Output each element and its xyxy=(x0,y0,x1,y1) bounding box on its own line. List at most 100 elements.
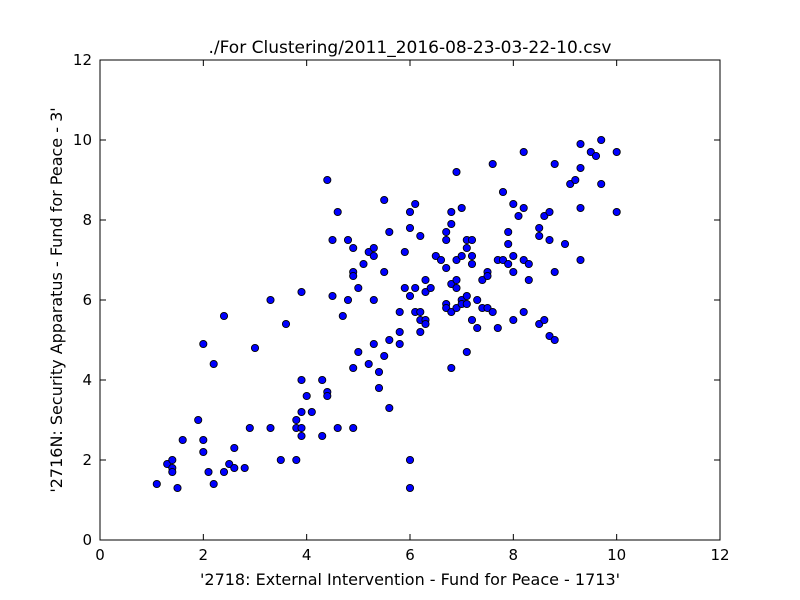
y-axis-label: '2716N: Security Apparatus - Fund for Pe… xyxy=(47,107,66,492)
data-point xyxy=(385,335,394,345)
data-point xyxy=(504,239,513,249)
data-point xyxy=(560,239,570,249)
x-tick-label: 10 xyxy=(607,546,626,564)
data-point xyxy=(493,323,502,333)
data-point xyxy=(266,295,275,305)
data-point xyxy=(452,167,461,177)
x-tick-label: 6 xyxy=(405,546,415,564)
data-point xyxy=(509,251,518,261)
data-point xyxy=(369,339,378,349)
data-point xyxy=(405,291,415,301)
chart-title: ./For Clustering/2011_2016-08-23-03-22-1… xyxy=(209,38,612,58)
data-point xyxy=(338,311,347,321)
data-point xyxy=(395,339,404,349)
data-point xyxy=(442,263,451,273)
data-point xyxy=(380,351,389,361)
data-point xyxy=(385,403,394,413)
data-point xyxy=(540,315,549,325)
data-point xyxy=(467,259,477,269)
data-point xyxy=(509,267,518,277)
data-point xyxy=(349,423,358,433)
data-point xyxy=(318,431,327,441)
x-tick-label: 8 xyxy=(509,546,519,564)
data-point xyxy=(359,259,368,269)
data-point xyxy=(467,235,477,245)
data-point xyxy=(219,311,229,321)
data-point xyxy=(302,391,311,401)
x-tick-label: 12 xyxy=(710,546,729,564)
data-point xyxy=(411,199,420,209)
data-point xyxy=(245,423,254,433)
y-tick-label: 4 xyxy=(82,371,92,389)
data-point xyxy=(462,347,471,357)
data-point xyxy=(442,227,451,237)
data-point xyxy=(442,235,451,245)
data-point xyxy=(343,235,353,245)
data-point xyxy=(178,435,187,445)
data-point xyxy=(452,283,461,293)
data-point xyxy=(421,275,430,285)
data-point xyxy=(405,483,415,493)
data-point xyxy=(416,327,425,337)
data-point xyxy=(411,283,420,293)
data-point xyxy=(416,307,425,317)
data-point xyxy=(333,207,342,217)
data-point xyxy=(292,455,301,465)
data-point xyxy=(535,223,544,233)
y-tick-label: 12 xyxy=(73,51,92,69)
y-tick-label: 6 xyxy=(82,291,92,309)
data-point xyxy=(323,391,332,401)
data-point xyxy=(550,335,559,345)
data-point xyxy=(349,363,358,373)
data-point xyxy=(473,295,482,305)
data-point xyxy=(400,247,409,257)
data-point xyxy=(509,199,518,209)
data-point xyxy=(374,367,384,377)
data-point xyxy=(292,415,301,425)
data-point xyxy=(447,207,456,217)
data-point xyxy=(266,423,275,433)
data-point xyxy=(591,151,601,161)
data-point xyxy=(297,375,306,385)
x-axis-label: '2718: External Intervention - Fund for … xyxy=(200,570,620,589)
data-point xyxy=(369,243,378,253)
data-point xyxy=(457,203,466,213)
y-tick-label: 8 xyxy=(82,211,92,229)
data-point xyxy=(194,415,203,425)
data-point xyxy=(467,251,477,261)
data-point xyxy=(504,259,513,269)
data-point xyxy=(426,283,435,293)
data-point xyxy=(405,207,415,217)
data-point xyxy=(504,227,513,237)
data-point xyxy=(467,315,477,325)
data-point xyxy=(519,147,528,157)
data-point xyxy=(385,227,394,237)
data-point xyxy=(535,231,544,241)
data-point xyxy=(276,455,285,465)
data-point xyxy=(436,255,446,265)
data-point xyxy=(395,327,404,337)
data-point xyxy=(488,159,497,169)
data-point xyxy=(219,467,229,477)
data-point xyxy=(473,323,482,333)
data-point xyxy=(364,359,373,369)
axis-ticks: 0 2 4 6 8 10 12 0 2 4 6 8 10 12 xyxy=(73,51,730,564)
data-point xyxy=(281,319,291,329)
data-point xyxy=(380,267,389,277)
data-points xyxy=(152,135,621,493)
data-point xyxy=(328,235,337,245)
data-point xyxy=(483,271,492,281)
data-point xyxy=(323,175,332,185)
data-point xyxy=(297,431,306,441)
x-tick-label: 4 xyxy=(302,546,312,564)
data-point xyxy=(307,407,316,417)
data-point xyxy=(498,187,508,197)
data-point xyxy=(374,383,384,393)
data-point xyxy=(199,435,208,445)
data-point xyxy=(199,447,208,457)
data-point xyxy=(395,307,404,317)
y-tick-label: 10 xyxy=(73,131,92,149)
data-point xyxy=(488,307,497,317)
x-tick-label: 0 xyxy=(95,546,105,564)
